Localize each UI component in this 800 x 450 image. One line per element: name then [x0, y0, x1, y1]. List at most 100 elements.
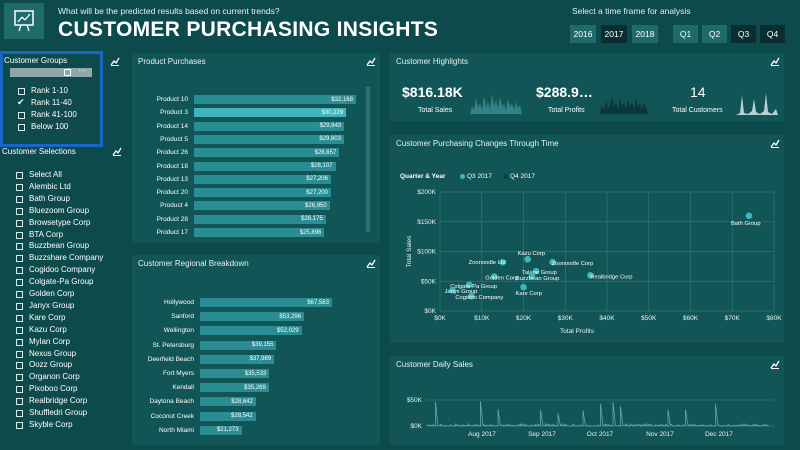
scatter-point[interactable]	[745, 212, 753, 220]
customer-label: Colgate-Pa Group	[29, 277, 94, 287]
y-tick-label: $100K	[417, 249, 436, 256]
customer-label: Select All	[29, 170, 62, 179]
year-2018-button[interactable]: 2018	[632, 25, 658, 43]
bar[interactable]	[200, 425, 242, 435]
below-100-label: Below 100	[31, 122, 69, 131]
category-label: North Miami	[158, 426, 194, 434]
scatter-analytics-icon[interactable]	[770, 139, 780, 148]
customer-checkbox[interactable]	[16, 410, 23, 417]
checkmark-icon[interactable]: ✔	[17, 97, 25, 107]
customer-checkbox[interactable]	[16, 326, 23, 334]
scatter-point[interactable]	[524, 255, 531, 263]
customer-checkbox[interactable]	[16, 314, 23, 322]
category-label: Product 5	[160, 135, 188, 143]
quarter-q1-button[interactable]: Q1	[673, 25, 698, 43]
customer-checkbox[interactable]	[16, 398, 23, 406]
selections-analytics-icon[interactable]	[112, 147, 122, 156]
bar[interactable]	[194, 95, 356, 104]
bar[interactable]	[200, 369, 270, 378]
bar[interactable]	[194, 121, 345, 131]
bar[interactable]	[194, 108, 347, 118]
x-tick-label: Sep 2017	[528, 431, 556, 438]
bar[interactable]	[194, 214, 326, 224]
quarter-q3-button[interactable]: Q3	[731, 25, 756, 43]
rank-41-100-checkbox[interactable]	[18, 112, 25, 119]
customer-checkbox[interactable]	[16, 350, 23, 358]
year-2016-button[interactable]: 2016	[570, 25, 596, 43]
bar[interactable]	[200, 340, 277, 350]
customer-label: Oozz Group	[29, 360, 73, 370]
customer-checkbox[interactable]	[16, 421, 23, 429]
customer-checkbox[interactable]	[16, 172, 23, 179]
category-label: Product 17	[156, 229, 188, 236]
category-label: Sanford	[171, 313, 194, 321]
more-options-icon[interactable]: ⋯	[78, 66, 86, 75]
customer-checkbox[interactable]	[16, 183, 23, 191]
bar[interactable]	[194, 188, 331, 198]
customer-checkbox[interactable]	[16, 338, 23, 346]
bar[interactable]	[194, 201, 330, 211]
customer-checkbox[interactable]	[16, 302, 23, 310]
customer-checkbox[interactable]	[16, 243, 23, 251]
customer-groups-title: Customer Groups	[4, 56, 68, 65]
customer-checkbox[interactable]	[16, 291, 23, 298]
groups-analytics-icon[interactable]	[110, 57, 120, 66]
customer-label: Alembic Ltd	[29, 181, 71, 191]
below-100-checkbox[interactable]	[18, 124, 25, 131]
bar[interactable]	[200, 298, 332, 307]
quarter-q2-button[interactable]: Q2	[702, 25, 727, 43]
bar[interactable]	[200, 326, 302, 336]
regional-panel: Customer Regional Breakdown Hollywood $67…	[132, 255, 380, 445]
quarter-q4-button[interactable]: Q4	[760, 25, 785, 43]
customer-checkbox[interactable]	[16, 362, 23, 370]
customer-checkbox[interactable]	[16, 207, 23, 215]
customer-checkbox[interactable]	[16, 195, 23, 203]
scatter-point[interactable]	[449, 286, 456, 294]
scatter-point[interactable]	[587, 272, 594, 279]
scatter-point[interactable]	[520, 283, 527, 291]
category-label: Product 4	[160, 202, 188, 210]
customer-checkbox[interactable]	[16, 219, 23, 227]
customer-checkbox[interactable]	[16, 267, 23, 275]
regional-analytics-icon[interactable]	[366, 259, 376, 268]
year-2017-button[interactable]: 2017	[601, 25, 627, 43]
bar[interactable]	[200, 383, 269, 393]
scatter-point[interactable]	[528, 272, 536, 280]
rank-1-10-checkbox[interactable]	[18, 88, 25, 95]
bar[interactable]	[200, 354, 275, 364]
customer-checkbox[interactable]	[16, 279, 23, 287]
daily-analytics-icon[interactable]	[770, 360, 780, 369]
highlights-analytics-icon[interactable]	[770, 57, 780, 66]
rank-41-100-label: Rank 41-100	[31, 110, 77, 119]
customer-checkbox[interactable]	[16, 231, 23, 239]
bar[interactable]	[200, 411, 256, 421]
x-tick-label: Nov 2017	[646, 431, 674, 438]
bar[interactable]	[200, 397, 256, 407]
scatter-point[interactable]	[468, 292, 475, 300]
bar-value-label: $37,989	[249, 356, 272, 363]
total-sales-value: $816.18K	[402, 84, 463, 100]
point-label: Cogidoo Company	[455, 295, 503, 301]
bar[interactable]	[194, 161, 336, 171]
scatter-point[interactable]	[549, 258, 557, 266]
customer-label: Bluezoom Group	[29, 205, 90, 215]
point-label: Zoonoodle Ltd	[469, 260, 506, 266]
product-analytics-icon[interactable]	[366, 57, 376, 66]
point-label: Zoonoodle Corp	[552, 261, 594, 267]
product-scrollbar[interactable]	[366, 87, 370, 232]
scatter-point[interactable]	[465, 281, 473, 289]
scatter-point[interactable]	[490, 273, 498, 280]
customer-checkbox[interactable]	[16, 255, 23, 263]
bar[interactable]	[200, 312, 305, 322]
bar[interactable]	[194, 228, 325, 237]
y-tick-label: $150K	[417, 219, 436, 226]
scatter-point[interactable]	[499, 258, 506, 266]
bar[interactable]	[194, 134, 345, 144]
bar-value-label: $28,642	[231, 398, 253, 405]
focus-mode-icon[interactable]	[64, 69, 71, 76]
bar[interactable]	[194, 148, 340, 158]
scatter-point[interactable]	[532, 267, 540, 275]
customer-checkbox[interactable]	[16, 386, 23, 394]
bar[interactable]	[194, 174, 331, 184]
customer-checkbox[interactable]	[16, 374, 23, 382]
